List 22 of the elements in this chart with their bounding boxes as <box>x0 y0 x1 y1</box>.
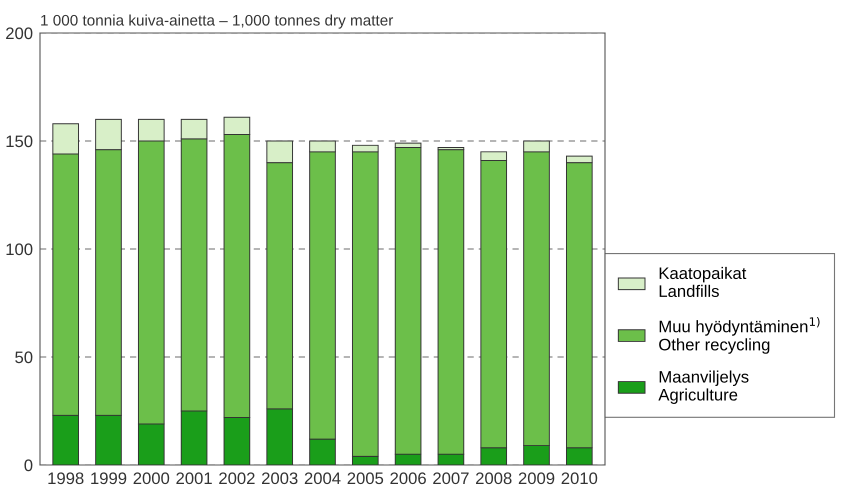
x-tick-label: 2005 <box>348 472 384 484</box>
x-tick-label: 2000 <box>134 472 170 484</box>
legend-label: Maanviljelys Agriculture <box>658 370 749 404</box>
x-tick-label: 2003 <box>262 472 298 484</box>
x-tick-label: 2007 <box>433 472 469 484</box>
y-tick-label: 150 <box>6 135 32 148</box>
x-tick-label: 2006 <box>390 472 426 484</box>
y-tick-label: 100 <box>6 243 32 256</box>
y-tick-label: 200 <box>6 27 32 40</box>
x-tick-label: 1998 <box>48 472 84 484</box>
x-tick-label: 2010 <box>562 472 598 484</box>
x-tick-label: 2004 <box>304 472 341 484</box>
text: Muu hyödyntäminen$^{1)}$ Other recycling <box>659 317 820 354</box>
y-tick-label: 50 <box>15 351 32 364</box>
x-tick-label: 2002 <box>219 472 255 484</box>
x-tick-label: 1999 <box>91 472 126 484</box>
x-tick-label: 2001 <box>176 472 212 484</box>
y-tick-label: 0 <box>24 459 32 472</box>
legend-label: Kaatopaikat Landfills <box>660 266 746 298</box>
x-tick-label: 2009 <box>518 472 554 484</box>
x-tick-label: 2008 <box>476 472 512 484</box>
chart-title: 1 000 tonnia kuiva-ainetta – 1,000 tonnes dry matter <box>41 14 394 29</box>
